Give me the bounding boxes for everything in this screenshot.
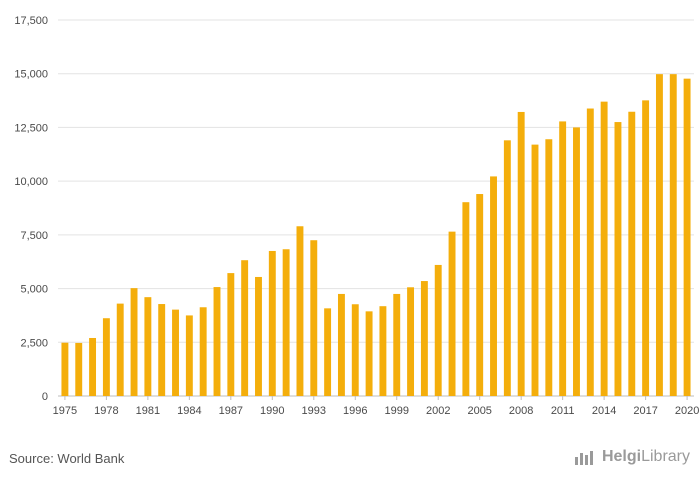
bar-chart-icon [574, 451, 593, 465]
bar-1983 [172, 309, 179, 396]
x-tick-label: 2014 [592, 405, 616, 417]
bar-1997 [365, 311, 373, 396]
bar-2014 [600, 101, 608, 396]
x-tick-label: 1990 [260, 405, 284, 417]
x-tick-label: 1987 [219, 405, 243, 417]
bar-1998 [379, 306, 387, 396]
y-tick-label: 15,000 [14, 69, 48, 81]
gridlines [58, 19, 694, 397]
x-tick-label: 2017 [633, 405, 657, 417]
x-tick-label: 2002 [426, 405, 450, 417]
bar-2019 [669, 74, 677, 397]
x-tick-label: 1993 [302, 405, 326, 417]
bars [61, 74, 691, 397]
bar-2008 [517, 111, 525, 396]
bar-2002 [434, 264, 442, 396]
bar-1993 [310, 240, 318, 396]
bar-1994 [324, 308, 332, 396]
bar-2020 [683, 78, 691, 396]
bar-1976 [75, 342, 83, 396]
bar-2015 [614, 122, 622, 397]
x-tick-label: 1975 [53, 405, 77, 417]
brand-name-part2: Library [641, 448, 690, 465]
bar-1991 [282, 249, 290, 396]
bar-2018 [655, 74, 663, 397]
brand-logo: HelgiLibrary [574, 448, 690, 466]
bar-1988 [241, 260, 249, 396]
bar-2016 [628, 111, 636, 396]
bar-1982 [158, 304, 166, 396]
y-tick-label: 2,500 [20, 337, 48, 349]
bar-1980 [130, 288, 138, 396]
x-tick-label: 2008 [509, 405, 533, 417]
y-tick-label: 5,000 [20, 284, 48, 296]
x-tick-label: 1978 [94, 405, 118, 417]
bar-2009 [531, 144, 539, 396]
bar-1985 [199, 307, 207, 396]
source-note: Source: World Bank [9, 451, 125, 466]
bar-2012 [573, 127, 580, 396]
y-tick-label: 12,500 [14, 122, 48, 134]
bar-2000 [407, 287, 415, 396]
bar-1984 [185, 315, 193, 396]
x-tick-label: 1984 [177, 405, 201, 417]
bar-1986 [213, 287, 221, 396]
x-tick-label: 2020 [675, 405, 699, 417]
y-tick-label: 7,500 [20, 230, 48, 242]
y-tick-label: 0 [42, 391, 48, 403]
bar-1987 [227, 273, 235, 396]
bar-1975 [61, 342, 69, 396]
bar-1989 [255, 276, 262, 396]
bar-1992 [296, 226, 304, 396]
bar-1981 [144, 297, 152, 396]
bar-2005 [476, 194, 484, 396]
bar-2001 [420, 281, 428, 396]
bar-2010 [545, 139, 553, 396]
x-tick-label: 1981 [136, 405, 160, 417]
x-tick-label: 1996 [343, 405, 367, 417]
bar-2003 [448, 231, 456, 396]
bar-2011 [559, 121, 567, 397]
x-axis-ticks: 1975 1978 1981 1984 1987 1990 1993 1996 1999 2002… [53, 396, 699, 417]
bar-2007 [503, 140, 511, 396]
y-axis-ticks: 0 2,500 5,000 7,500 10,000 12,500 15,000 17,500 [14, 15, 48, 403]
bar-1995 [337, 293, 345, 396]
y-tick-label: 17,500 [14, 15, 48, 27]
bar-1990 [268, 250, 276, 396]
x-tick-label: 2005 [467, 405, 491, 417]
bar-2006 [490, 176, 497, 396]
bar-1977 [89, 337, 97, 396]
bar-1996 [351, 304, 359, 396]
x-tick-label: 2011 [551, 405, 575, 417]
bar-1978 [102, 318, 110, 396]
y-tick-label: 10,000 [14, 176, 48, 188]
brand-name-part1: Helgi [601, 448, 642, 465]
bar-1999 [393, 293, 401, 396]
bar-2017 [642, 100, 650, 397]
bar-1979 [116, 303, 124, 396]
bar-2004 [462, 202, 470, 396]
bar-2013 [586, 108, 594, 396]
x-tick-label: 1999 [384, 405, 408, 417]
